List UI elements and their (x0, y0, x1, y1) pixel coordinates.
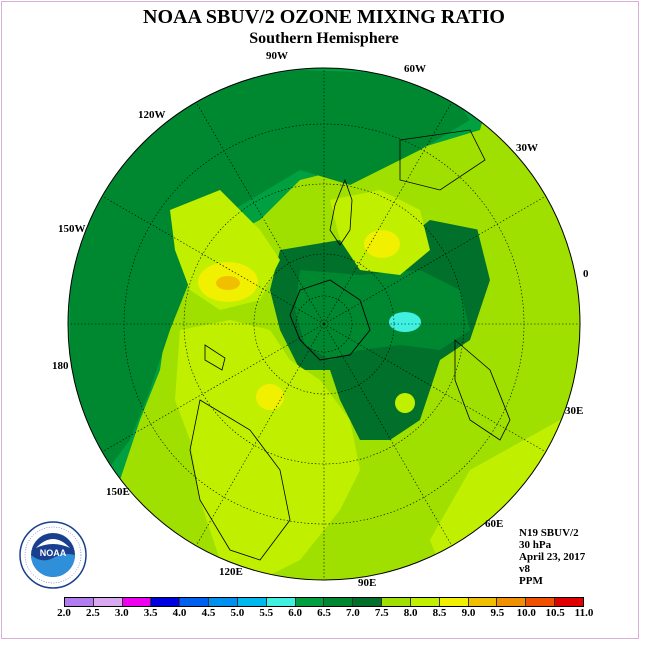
legend-tick-label: 7.0 (346, 607, 360, 619)
lon-label-120e: 120E (219, 566, 243, 578)
meridians (68, 68, 580, 580)
legend-tick-label: 10.5 (545, 607, 565, 619)
info-level: 30 hPa (519, 539, 552, 551)
legend-swatch (382, 598, 411, 606)
legend-tick-label: 3.5 (143, 607, 158, 619)
legend-tick-label: 8.5 (432, 607, 447, 619)
info-version: v8 (519, 563, 530, 575)
legend-swatch (122, 598, 152, 606)
legend-swatch (439, 598, 469, 606)
lon-label-0: 0 (583, 268, 589, 280)
lon-label-150w: 150W (58, 223, 86, 235)
region-8-0 (175, 320, 360, 580)
legend-tick-label: 4.0 (172, 607, 187, 619)
legend-swatch (93, 598, 123, 606)
map-subtitle: Southern Hemisphere (249, 30, 399, 47)
africa-coast (454, 339, 511, 441)
legend-swatch (266, 598, 296, 606)
legend-swatch (353, 598, 383, 606)
lon-label-180: 180 (52, 360, 69, 372)
legend-tick-label: 8.0 (403, 607, 418, 619)
legend-tick-label: 3.0 (114, 607, 129, 619)
region-6-5 (70, 70, 470, 480)
legend-tick-label: 5.5 (259, 607, 274, 619)
legend-swatch (209, 598, 238, 606)
figure-frame (1, 1, 639, 639)
ozone-field (68, 68, 580, 580)
lon-label-90w: 90W (266, 50, 288, 62)
max-nw-core (216, 276, 240, 290)
lon-label-30w: 30W (516, 142, 538, 154)
legend-swatch (555, 598, 583, 606)
legend-tick-label: 10.0 (516, 607, 536, 619)
lon-label-60w: 60W (404, 63, 426, 75)
legend-tick-label: 4.5 (201, 607, 216, 619)
noaa-logo: NOAA (19, 521, 87, 589)
australia-coast (189, 399, 291, 561)
max-sw (256, 384, 284, 410)
legend-swatch (151, 598, 181, 606)
south-america-tip (329, 178, 353, 246)
antarctica-coast (289, 279, 371, 361)
legend-ticks: 2.0 2.5 3.0 3.5 4.0 4.5 5.0 5.5 6.0 6.5 7.0 7.5 8.0 8… (57, 607, 593, 621)
legend-swatch (237, 598, 267, 606)
min-center (389, 312, 421, 332)
lon-label-120w: 120W (138, 109, 166, 121)
info-date: April 23, 2017 (519, 551, 586, 563)
new-zealand (204, 344, 226, 371)
lon-label-90e: 90E (358, 577, 377, 589)
south-america (399, 129, 486, 191)
logo-text: NOAA (40, 548, 67, 558)
legend-swatch (468, 598, 498, 606)
lon-label-60e: 60E (485, 518, 504, 530)
info-satellite: N19 SBUV/2 (519, 527, 579, 539)
legend-tick-label: 9.0 (461, 607, 476, 619)
spot-s (395, 393, 415, 413)
legend-swatch (65, 598, 94, 606)
legend-swatch (295, 598, 325, 606)
legend-tick-label: 9.5 (490, 607, 505, 619)
color-legend (64, 597, 584, 607)
legend-tick-label: 2.0 (57, 607, 71, 619)
legend-tick-label: 11.0 (574, 607, 594, 619)
legend-swatch (180, 598, 210, 606)
lon-label-150e: 150E (106, 486, 130, 498)
map-title: NOAA SBUV/2 OZONE MIXING RATIO (143, 6, 505, 28)
region-center (295, 270, 470, 360)
legend-swatch (324, 598, 354, 606)
legend-tick-label: 7.5 (374, 607, 389, 619)
legend-tick-label: 2.5 (86, 607, 100, 619)
legend-swatch (497, 598, 527, 606)
legend-tick-label: 5.0 (230, 607, 245, 619)
legend-tick-label: 6.0 (288, 607, 302, 619)
legend-swatch (410, 598, 440, 606)
info-units: PPM (519, 575, 543, 587)
legend-swatch (526, 598, 556, 606)
legend-tick-label: 6.5 (317, 607, 331, 619)
max-n (364, 230, 400, 258)
dataset-info: N19 SBUV/2 30 hPa April 23, 2017 v8 PPM (519, 527, 585, 587)
lon-label-30e: 30E (565, 405, 584, 417)
